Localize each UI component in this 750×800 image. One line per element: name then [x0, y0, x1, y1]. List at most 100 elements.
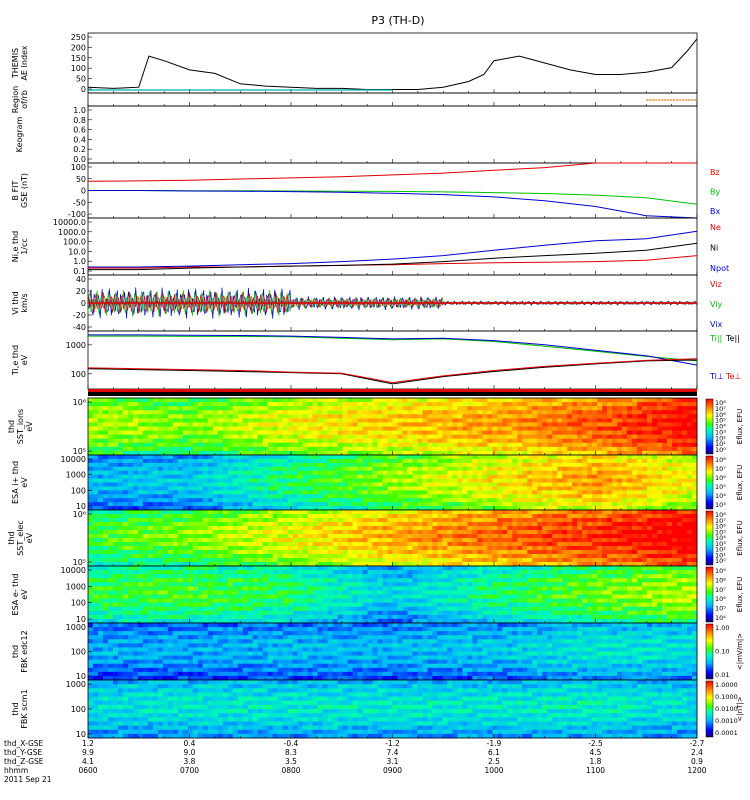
sst_ions-cell — [522, 438, 528, 444]
esa_ions-cell — [242, 486, 249, 491]
sst_ions-cell — [627, 418, 633, 423]
esa_ions-cell — [112, 490, 119, 495]
sst_ions-cell — [287, 418, 294, 423]
sst_ions-cell — [427, 434, 433, 440]
sst_elec-cell — [167, 526, 174, 531]
sst_elec-cell — [97, 538, 104, 543]
sst_ions-cell — [477, 434, 483, 440]
sst_elec-cell — [187, 550, 194, 555]
esa_ions-cell — [617, 458, 623, 464]
sst_ions-cell — [667, 422, 673, 427]
esa_ions-cell — [102, 474, 109, 479]
sst_ions-cell — [387, 402, 393, 407]
esa_ions-cell — [257, 462, 264, 468]
esa_ions-cell — [567, 466, 573, 472]
esa_ions-cell — [402, 502, 408, 507]
sst_ions-cell — [242, 446, 249, 452]
sst_elec-cell — [327, 558, 333, 563]
sst_elec-cell — [477, 546, 483, 551]
sst_ions-cell — [262, 402, 269, 407]
sst_ions-cell — [292, 398, 299, 403]
sst_elec-cell — [102, 510, 109, 515]
sst_elec-cell — [352, 518, 358, 523]
sst_ions-cell — [117, 426, 124, 431]
sst_elec-cell — [222, 530, 229, 535]
sst_ions-cell — [542, 442, 548, 448]
esa_ions-cell — [367, 494, 373, 499]
esa_ions-cell — [382, 506, 388, 511]
orbit-bar — [88, 389, 697, 392]
sst_ions-cell — [507, 410, 513, 415]
sst_ions-cell — [592, 426, 598, 431]
sst_elec-cell — [372, 546, 378, 551]
sst_ions-cell — [122, 418, 129, 423]
sst_ions-cell — [412, 438, 418, 444]
sst_ions-cell — [377, 434, 383, 440]
sst_ions-cell — [172, 414, 179, 419]
sst_ions-cell — [537, 402, 543, 407]
sst_ions-cell — [472, 422, 478, 427]
sst_ions-cell — [307, 426, 314, 431]
sst_ions-cell — [577, 434, 583, 440]
sst_elec-cell — [477, 550, 483, 555]
esa_ions-cell — [517, 486, 523, 491]
sst_elec-cell — [497, 514, 503, 519]
sst_ions-cell — [542, 406, 548, 411]
esa_ions-cell — [312, 470, 319, 476]
sst_ions-cell — [197, 406, 204, 411]
esa_ions-cell — [297, 486, 304, 491]
sst_elec-cell — [307, 530, 314, 535]
sst_elec-cell — [447, 542, 453, 547]
sst_ions-cell — [277, 446, 284, 452]
esa_ions-cell — [117, 455, 124, 460]
esa_ions-cell — [647, 470, 653, 476]
sst_ions-cell — [587, 398, 593, 403]
sst_ions-cell — [567, 410, 573, 415]
esa_ions-cell — [247, 466, 254, 472]
esa_ions-cell — [592, 506, 598, 511]
sst_elec-cell — [337, 526, 343, 531]
esa_ions-cell — [632, 506, 638, 511]
sst_ions-cell — [692, 446, 698, 452]
esa_ions-cell — [647, 486, 653, 491]
sst_ions-cell — [287, 434, 294, 440]
esa_ions-cell — [227, 474, 234, 479]
sst_elec-cell — [432, 562, 438, 567]
sst_elec-cell — [497, 542, 503, 547]
esa_ions-cell — [112, 498, 119, 503]
sst_elec-cell — [162, 526, 169, 531]
esa_ions-cell — [137, 498, 144, 503]
sst_ions-cell — [147, 422, 154, 427]
sst_ions-cell — [427, 414, 433, 419]
esa_ions-cell — [287, 494, 294, 499]
sst_elec-cell — [482, 514, 488, 519]
sst_ions-cell — [162, 434, 169, 440]
sst_elec-cell — [372, 538, 378, 543]
sst_ions-cell — [617, 410, 623, 415]
esa_ions-cell — [542, 466, 548, 472]
sst_ions-cell — [242, 430, 249, 436]
sst_elec-cell — [252, 534, 259, 539]
sst_ions-cell — [617, 418, 623, 423]
sst_ions-cell — [522, 426, 528, 431]
sst_elec-cell — [407, 558, 413, 563]
sst_ions-cell — [357, 442, 363, 448]
sst_ions-cell — [497, 414, 503, 419]
sst_elec-cell — [322, 522, 328, 527]
sst_elec-cell — [412, 554, 418, 559]
esa_ions-cell — [502, 506, 508, 511]
sst_ions-cell — [157, 434, 164, 440]
sst_ions-cell — [297, 442, 304, 448]
sst_ions-cell — [437, 398, 443, 403]
sst_ions-cell — [302, 442, 309, 448]
sst_ions-cell — [302, 406, 309, 411]
sst_elec-cell — [487, 522, 493, 527]
sst_ions-cell — [507, 422, 513, 427]
sst_elec-cell — [267, 542, 274, 547]
sst_elec-cell — [252, 558, 259, 563]
sst_elec-cell — [382, 562, 388, 567]
sst_ions-cell — [257, 446, 264, 452]
sst_ions-cell — [232, 410, 239, 415]
sst_ions-cell — [232, 402, 239, 407]
esa_ions-cell — [142, 506, 149, 511]
